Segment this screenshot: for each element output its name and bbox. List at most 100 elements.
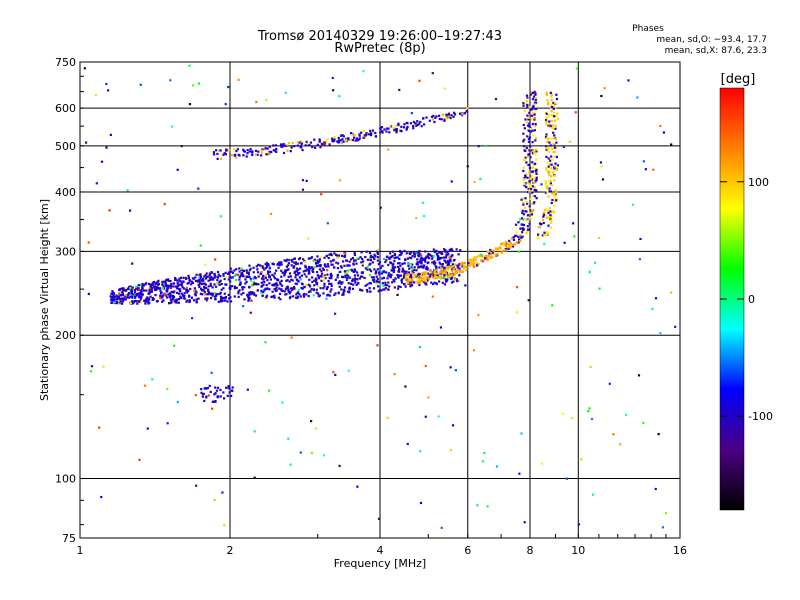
data-point [288, 259, 291, 262]
data-point [111, 296, 114, 299]
data-point [348, 260, 351, 263]
data-point [229, 300, 233, 303]
data-point [551, 147, 554, 150]
stats-o: mean, sd,O: −93.4, 17.7 [656, 35, 767, 45]
data-point [207, 291, 211, 294]
data-point [555, 141, 558, 144]
data-point [399, 274, 402, 277]
data-point [179, 276, 183, 279]
data-point [409, 263, 412, 266]
data-point [105, 146, 108, 149]
data-point [309, 420, 313, 423]
data-point [248, 285, 251, 289]
data-point [512, 236, 515, 239]
data-point [144, 302, 147, 305]
data-point [337, 136, 340, 140]
data-point [554, 197, 557, 200]
data-point [410, 281, 413, 284]
data-point [368, 287, 371, 290]
data-point [128, 285, 131, 289]
data-point [525, 200, 528, 204]
data-point [528, 180, 531, 183]
data-point [360, 261, 363, 264]
data-point [425, 275, 428, 279]
data-point [94, 94, 98, 97]
data-point [351, 269, 354, 273]
data-point [260, 281, 263, 284]
data-point [394, 277, 397, 280]
data-point [351, 257, 355, 260]
data-point [480, 259, 483, 262]
data-point [441, 265, 444, 268]
data-point [278, 292, 282, 295]
data-point [358, 277, 361, 280]
data-point [305, 293, 308, 296]
data-point [176, 284, 179, 288]
data-point [545, 123, 548, 126]
data-point [376, 344, 379, 347]
data-point [229, 285, 232, 288]
data-point [347, 282, 350, 285]
data-point [371, 255, 374, 259]
data-point [445, 115, 448, 118]
data-point [356, 485, 359, 488]
data-point [379, 127, 382, 130]
data-point [295, 282, 298, 286]
data-point [122, 287, 125, 290]
data-point [320, 193, 323, 196]
data-point [132, 301, 135, 304]
data-point [218, 149, 221, 152]
data-point [522, 102, 525, 105]
data-point [149, 286, 152, 289]
data-point [169, 79, 172, 82]
data-point [268, 267, 271, 270]
data-point [117, 299, 120, 302]
data-point [386, 277, 389, 280]
data-point [401, 269, 404, 272]
data-point [227, 272, 230, 275]
data-point [264, 287, 267, 290]
data-point [410, 266, 413, 269]
data-point [549, 182, 552, 185]
data-point [298, 271, 301, 275]
data-point [165, 278, 168, 281]
data-point [286, 268, 289, 272]
data-point [433, 120, 436, 124]
data-point [434, 261, 437, 264]
data-point [642, 421, 645, 425]
data-point [348, 268, 351, 272]
data-point [555, 97, 559, 101]
data-point [353, 277, 357, 280]
data-point [226, 300, 229, 303]
data-point [659, 332, 662, 335]
data-point [431, 295, 434, 298]
data-point [265, 261, 268, 265]
data-point [469, 263, 473, 266]
data-point [345, 138, 348, 141]
data-point [376, 256, 380, 259]
data-point [173, 344, 176, 347]
data-point [447, 115, 450, 118]
data-point [423, 214, 426, 218]
data-point [288, 297, 292, 300]
data-point [307, 290, 311, 294]
data-point [375, 282, 378, 285]
data-point [301, 283, 304, 286]
data-point [445, 253, 448, 256]
data-point [528, 125, 531, 128]
data-point [198, 285, 201, 289]
data-point [171, 294, 174, 297]
data-point [297, 291, 300, 294]
data-point [520, 217, 523, 220]
data-point [432, 248, 435, 251]
data-point [265, 98, 268, 102]
data-point [290, 278, 293, 281]
data-point [349, 132, 353, 135]
data-point [343, 255, 346, 258]
data-point [95, 182, 98, 185]
data-point [372, 278, 375, 282]
data-point [432, 276, 435, 279]
data-point [315, 288, 318, 291]
data-point [231, 386, 234, 389]
data-point [209, 276, 212, 280]
